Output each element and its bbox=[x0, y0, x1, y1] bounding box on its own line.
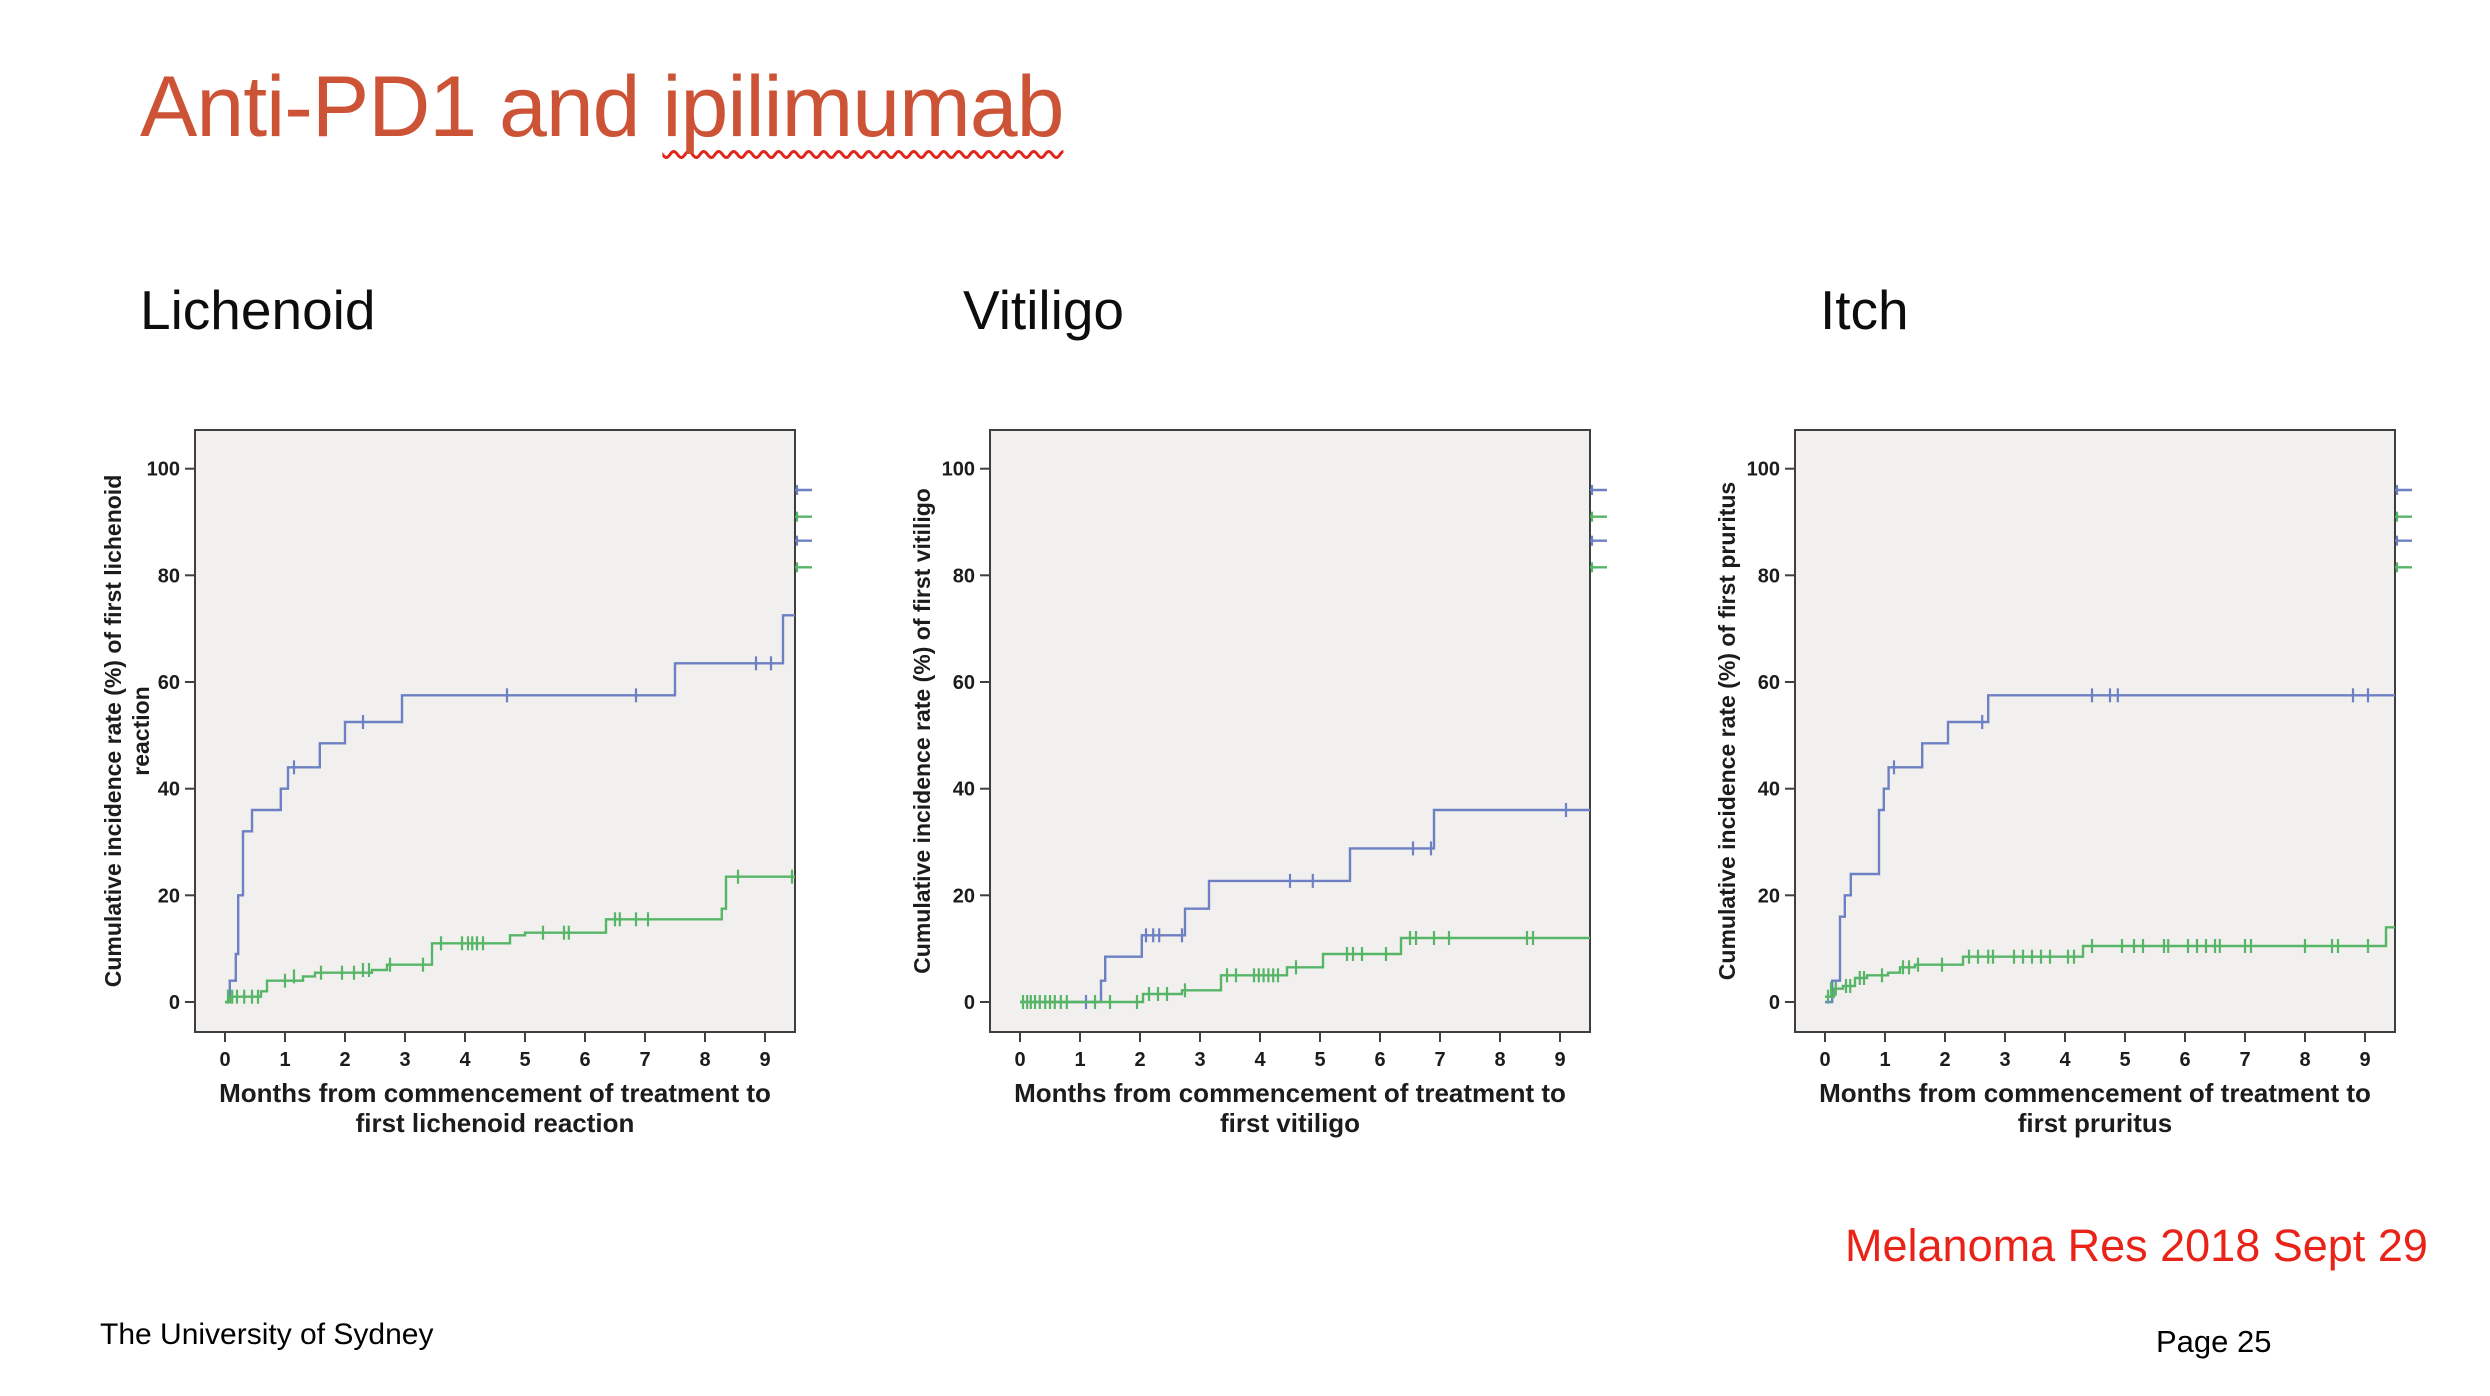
y-tick-label: 80 bbox=[158, 565, 180, 587]
x-tick-label: 8 bbox=[1494, 1049, 1505, 1071]
x-tick-label: 2 bbox=[339, 1049, 350, 1071]
km-chart-lichenoid-svg: 0 20 40 60 80 100 0 1 2 3 4 5 6 7 8 9 Months from commen… bbox=[100, 429, 812, 1138]
y-tick-label: 60 bbox=[158, 672, 180, 694]
km-chart-lichenoid: 0 20 40 60 80 100 0 1 2 3 4 5 6 7 8 9 Months from commen… bbox=[95, 410, 855, 1180]
y-tick-label: 0 bbox=[964, 992, 975, 1014]
x-tick-label: 9 bbox=[759, 1049, 770, 1071]
x-tick-label: 0 bbox=[1014, 1049, 1025, 1071]
x-tick-label: 6 bbox=[1374, 1049, 1385, 1071]
x-tick-label: 6 bbox=[2179, 1049, 2190, 1071]
y-tick-label: 40 bbox=[158, 779, 180, 801]
plot-area bbox=[1794, 429, 2396, 1033]
y-tick-label: 40 bbox=[1758, 779, 1780, 801]
x-tick-label: 6 bbox=[579, 1049, 590, 1071]
x-axis-title: first vitiligo bbox=[1220, 1108, 1360, 1138]
slide-title-underlined-word: ipilimumab bbox=[662, 59, 1064, 155]
x-tick-label: 1 bbox=[279, 1049, 290, 1071]
x-tick-label: 7 bbox=[2239, 1049, 2250, 1071]
y-tick-label: 100 bbox=[942, 459, 975, 481]
y-tick-label: 100 bbox=[1747, 459, 1780, 481]
section-label-vitiligo: Vitiligo bbox=[963, 279, 1125, 341]
y-axis-title: Cumulative incidence rate (%) of first p… bbox=[1714, 482, 1740, 980]
x-tick-label: 5 bbox=[2119, 1049, 2130, 1071]
x-axis-title: Months from commencement of treatment to bbox=[1014, 1078, 1566, 1108]
y-axis-title: Cumulative incidence rate (%) of first v… bbox=[909, 488, 935, 974]
x-axis-title: Months from commencement of treatment to bbox=[1819, 1078, 2371, 1108]
y-tick-label: 20 bbox=[158, 885, 180, 907]
x-tick-label: 1 bbox=[1074, 1049, 1085, 1071]
y-tick-label: 60 bbox=[1758, 672, 1780, 694]
plot-area bbox=[989, 429, 1591, 1033]
x-tick-label: 3 bbox=[399, 1049, 410, 1071]
x-tick-label: 7 bbox=[1434, 1049, 1445, 1071]
km-curve-blue bbox=[1825, 694, 2395, 1004]
x-tick-label: 8 bbox=[2299, 1049, 2310, 1071]
x-tick-label: 7 bbox=[639, 1049, 650, 1071]
km-curve-green bbox=[225, 875, 795, 1004]
x-tick-label: 2 bbox=[1134, 1049, 1145, 1071]
section-label-lichenoid: Lichenoid bbox=[140, 279, 376, 341]
slide-title: Anti-PD1 and ipilimumab bbox=[140, 58, 1064, 157]
x-tick-label: 4 bbox=[459, 1049, 471, 1071]
x-axis-title: Months from commencement of treatment to bbox=[219, 1078, 771, 1108]
x-tick-label: 3 bbox=[1999, 1049, 2010, 1071]
x-tick-label: 5 bbox=[1314, 1049, 1325, 1071]
y-tick-label: 80 bbox=[1758, 565, 1780, 587]
y-tick-label: 0 bbox=[1769, 992, 1780, 1014]
x-tick-label: 0 bbox=[1819, 1049, 1830, 1071]
x-tick-label: 4 bbox=[1254, 1049, 1266, 1071]
x-tick-label: 0 bbox=[219, 1049, 230, 1071]
y-axis-title: Cumulative incidence rate (%) of first l… bbox=[100, 475, 126, 987]
x-tick-label: 3 bbox=[1194, 1049, 1205, 1071]
x-tick-label: 4 bbox=[2059, 1049, 2071, 1071]
citation-text: Melanoma Res 2018 Sept 29 bbox=[1845, 1220, 2428, 1271]
km-chart-itch-svg: 0 20 40 60 80 100 0 1 2 3 4 5 6 7 8 9 Months from commen… bbox=[1714, 429, 2412, 1138]
km-curve-blue bbox=[225, 614, 795, 1004]
x-tick-label: 9 bbox=[1554, 1049, 1565, 1071]
y-tick-label: 40 bbox=[953, 779, 975, 801]
section-label-itch: Itch bbox=[1820, 279, 1909, 341]
km-chart-itch: 0 20 40 60 80 100 0 1 2 3 4 5 6 7 8 9 Months from commen… bbox=[1695, 410, 2455, 1180]
x-tick-label: 1 bbox=[1879, 1049, 1890, 1071]
x-tick-label: 8 bbox=[699, 1049, 710, 1071]
y-axis-title: reaction bbox=[128, 686, 154, 775]
y-tick-label: 80 bbox=[953, 565, 975, 587]
y-tick-label: 20 bbox=[1758, 885, 1780, 907]
x-axis-title: first lichenoid reaction bbox=[356, 1108, 635, 1138]
y-tick-label: 100 bbox=[147, 459, 180, 481]
y-tick-label: 20 bbox=[953, 885, 975, 907]
footer-page-number: Page 25 bbox=[2156, 1324, 2272, 1359]
x-axis-title: first pruritus bbox=[2018, 1108, 2173, 1138]
km-chart-vitiligo-svg: 0 20 40 60 80 100 0 1 2 3 4 5 6 7 8 9 Months from commen… bbox=[909, 429, 1607, 1138]
y-tick-label: 60 bbox=[953, 672, 975, 694]
x-tick-label: 2 bbox=[1939, 1049, 1950, 1071]
y-tick-label: 0 bbox=[169, 992, 180, 1014]
km-chart-vitiligo: 0 20 40 60 80 100 0 1 2 3 4 5 6 7 8 9 Months from commen… bbox=[890, 410, 1650, 1180]
footer-university: The University of Sydney bbox=[100, 1318, 434, 1351]
x-tick-label: 9 bbox=[2359, 1049, 2370, 1071]
x-tick-label: 5 bbox=[519, 1049, 530, 1071]
plot-area bbox=[194, 429, 796, 1033]
km-curve-blue bbox=[1020, 808, 1590, 1004]
km-curve-green bbox=[1825, 926, 2395, 998]
slide-title-prefix: Anti-PD1 and bbox=[140, 59, 663, 155]
